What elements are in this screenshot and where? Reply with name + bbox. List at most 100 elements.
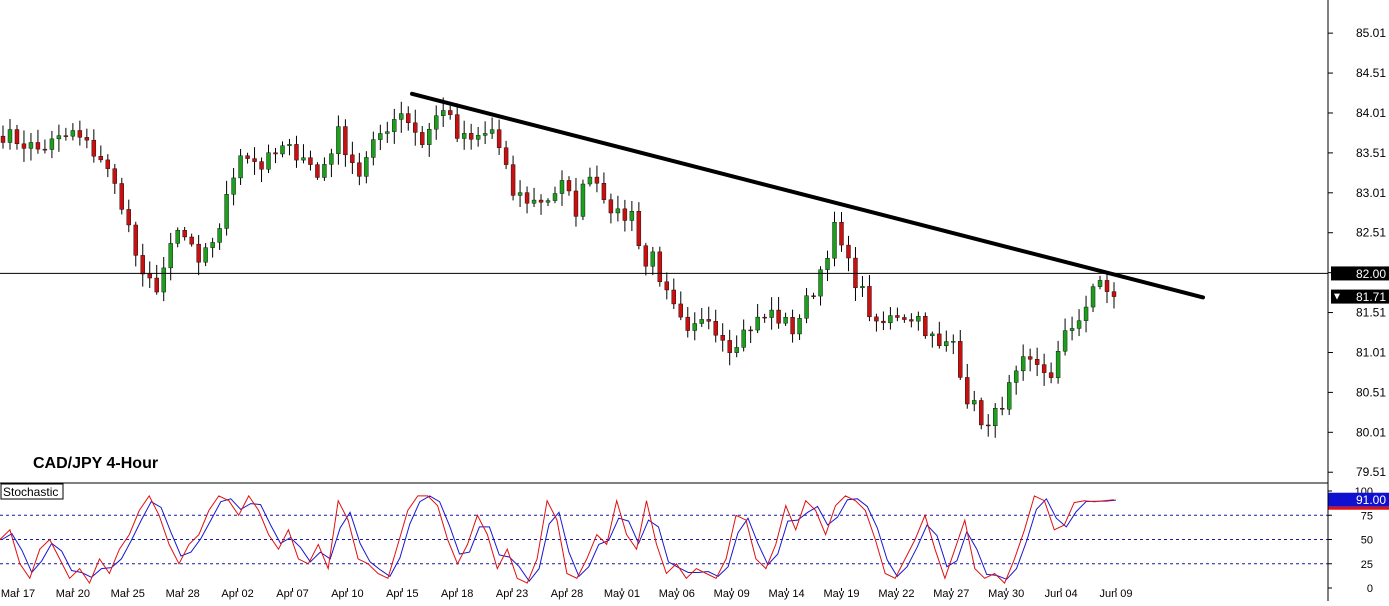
candle-body xyxy=(692,323,697,331)
candle-body xyxy=(35,142,41,150)
candle-body xyxy=(706,319,711,322)
candle-body xyxy=(70,130,76,137)
stoch-tick-label: 50 xyxy=(1361,535,1373,547)
candle-body xyxy=(909,319,914,322)
candle-body xyxy=(343,126,348,156)
candle-body xyxy=(1090,286,1096,308)
candle-body xyxy=(1006,382,1012,410)
stoch-value-box xyxy=(1328,492,1389,507)
candle-body xyxy=(468,133,474,140)
time-tick-label: Mar 28 xyxy=(166,588,200,600)
candle-body xyxy=(427,128,432,145)
candle-body xyxy=(846,244,851,259)
candle-body xyxy=(510,164,516,196)
candle-body xyxy=(7,129,13,143)
price-tick-label: 85.01 xyxy=(1356,26,1386,40)
candle-body xyxy=(161,267,166,293)
candle-body xyxy=(1041,364,1047,373)
candle-body xyxy=(1062,330,1068,352)
price-tick-label: 81.51 xyxy=(1356,306,1386,320)
candle-body xyxy=(727,340,732,353)
candle-body xyxy=(1055,351,1061,378)
candle-body xyxy=(615,208,621,214)
candle-body xyxy=(958,341,963,378)
candle-body xyxy=(49,138,55,150)
candle-body xyxy=(112,168,117,184)
candle-body xyxy=(685,316,690,331)
candles-group xyxy=(0,97,1117,438)
candle-body xyxy=(378,133,383,140)
time-tick-label: Apr 23 xyxy=(496,588,528,600)
candle-body xyxy=(294,144,299,161)
candle-body xyxy=(489,129,495,134)
candle-body xyxy=(203,247,208,263)
candle-body xyxy=(1069,328,1075,331)
candle-body xyxy=(1083,306,1089,321)
last-price-label: 81.71 xyxy=(1356,290,1386,304)
candle-body xyxy=(140,255,145,275)
candle-body xyxy=(608,199,614,214)
candle-body xyxy=(224,194,229,229)
candle-body xyxy=(1013,370,1019,383)
candle-body xyxy=(517,192,523,196)
candle-body xyxy=(1076,320,1082,329)
candle-body xyxy=(1027,356,1033,360)
candle-body xyxy=(643,245,649,267)
candle-body xyxy=(755,316,760,331)
candle-body xyxy=(622,208,628,221)
candle-body xyxy=(559,180,565,194)
candle-body xyxy=(301,157,306,161)
time-tick-label: May 14 xyxy=(769,588,805,600)
candle-body xyxy=(839,222,844,246)
candle-body xyxy=(1020,356,1026,372)
candle-body xyxy=(238,155,243,179)
candle-body xyxy=(168,243,173,269)
time-tick-label: Jun 04 xyxy=(1045,588,1078,600)
candle-body xyxy=(42,148,48,151)
candle-body xyxy=(678,303,683,318)
stoch-tick-label: 0 xyxy=(1367,583,1373,595)
candle-body xyxy=(252,158,257,162)
candle-body xyxy=(399,113,404,120)
candle-body xyxy=(420,132,425,145)
time-tick-label: May 01 xyxy=(604,588,640,600)
price-tick-label: 79.51 xyxy=(1356,465,1386,479)
price-tick-label: 82.51 xyxy=(1356,226,1386,240)
candle-body xyxy=(364,157,369,177)
stoch-d-line xyxy=(1,495,1117,583)
candle-body xyxy=(217,228,222,243)
candle-body xyxy=(245,155,250,159)
candle-body xyxy=(916,316,921,322)
candle-body xyxy=(594,176,600,184)
candle-body xyxy=(713,321,718,336)
candle-body xyxy=(336,126,341,154)
candle-body xyxy=(77,130,83,138)
price-tick-label: 80.01 xyxy=(1356,425,1386,439)
candle-body xyxy=(357,162,362,177)
candle-body xyxy=(287,144,292,146)
indicator-label: Stochastic xyxy=(3,485,58,499)
candle-body xyxy=(392,119,397,132)
candle-body xyxy=(315,164,320,178)
price-tick-label: 84.01 xyxy=(1356,106,1386,120)
candle-body xyxy=(790,317,795,335)
candle-body xyxy=(825,258,830,270)
candle-body xyxy=(650,251,656,267)
candle-body xyxy=(566,180,572,192)
time-tick-label: Mar 25 xyxy=(111,588,145,600)
candle-body xyxy=(783,317,788,324)
candle-body xyxy=(98,156,104,161)
candle-body xyxy=(552,193,558,201)
candle-body xyxy=(189,236,194,245)
candle-body xyxy=(881,320,886,324)
price-tick-label: 83.51 xyxy=(1356,146,1386,160)
time-tick-label: May 06 xyxy=(659,588,695,600)
last-price-box xyxy=(1331,289,1389,304)
candle-body xyxy=(84,137,90,141)
candle-body xyxy=(888,315,893,324)
candle-body xyxy=(993,408,998,427)
candle-body xyxy=(259,161,264,170)
